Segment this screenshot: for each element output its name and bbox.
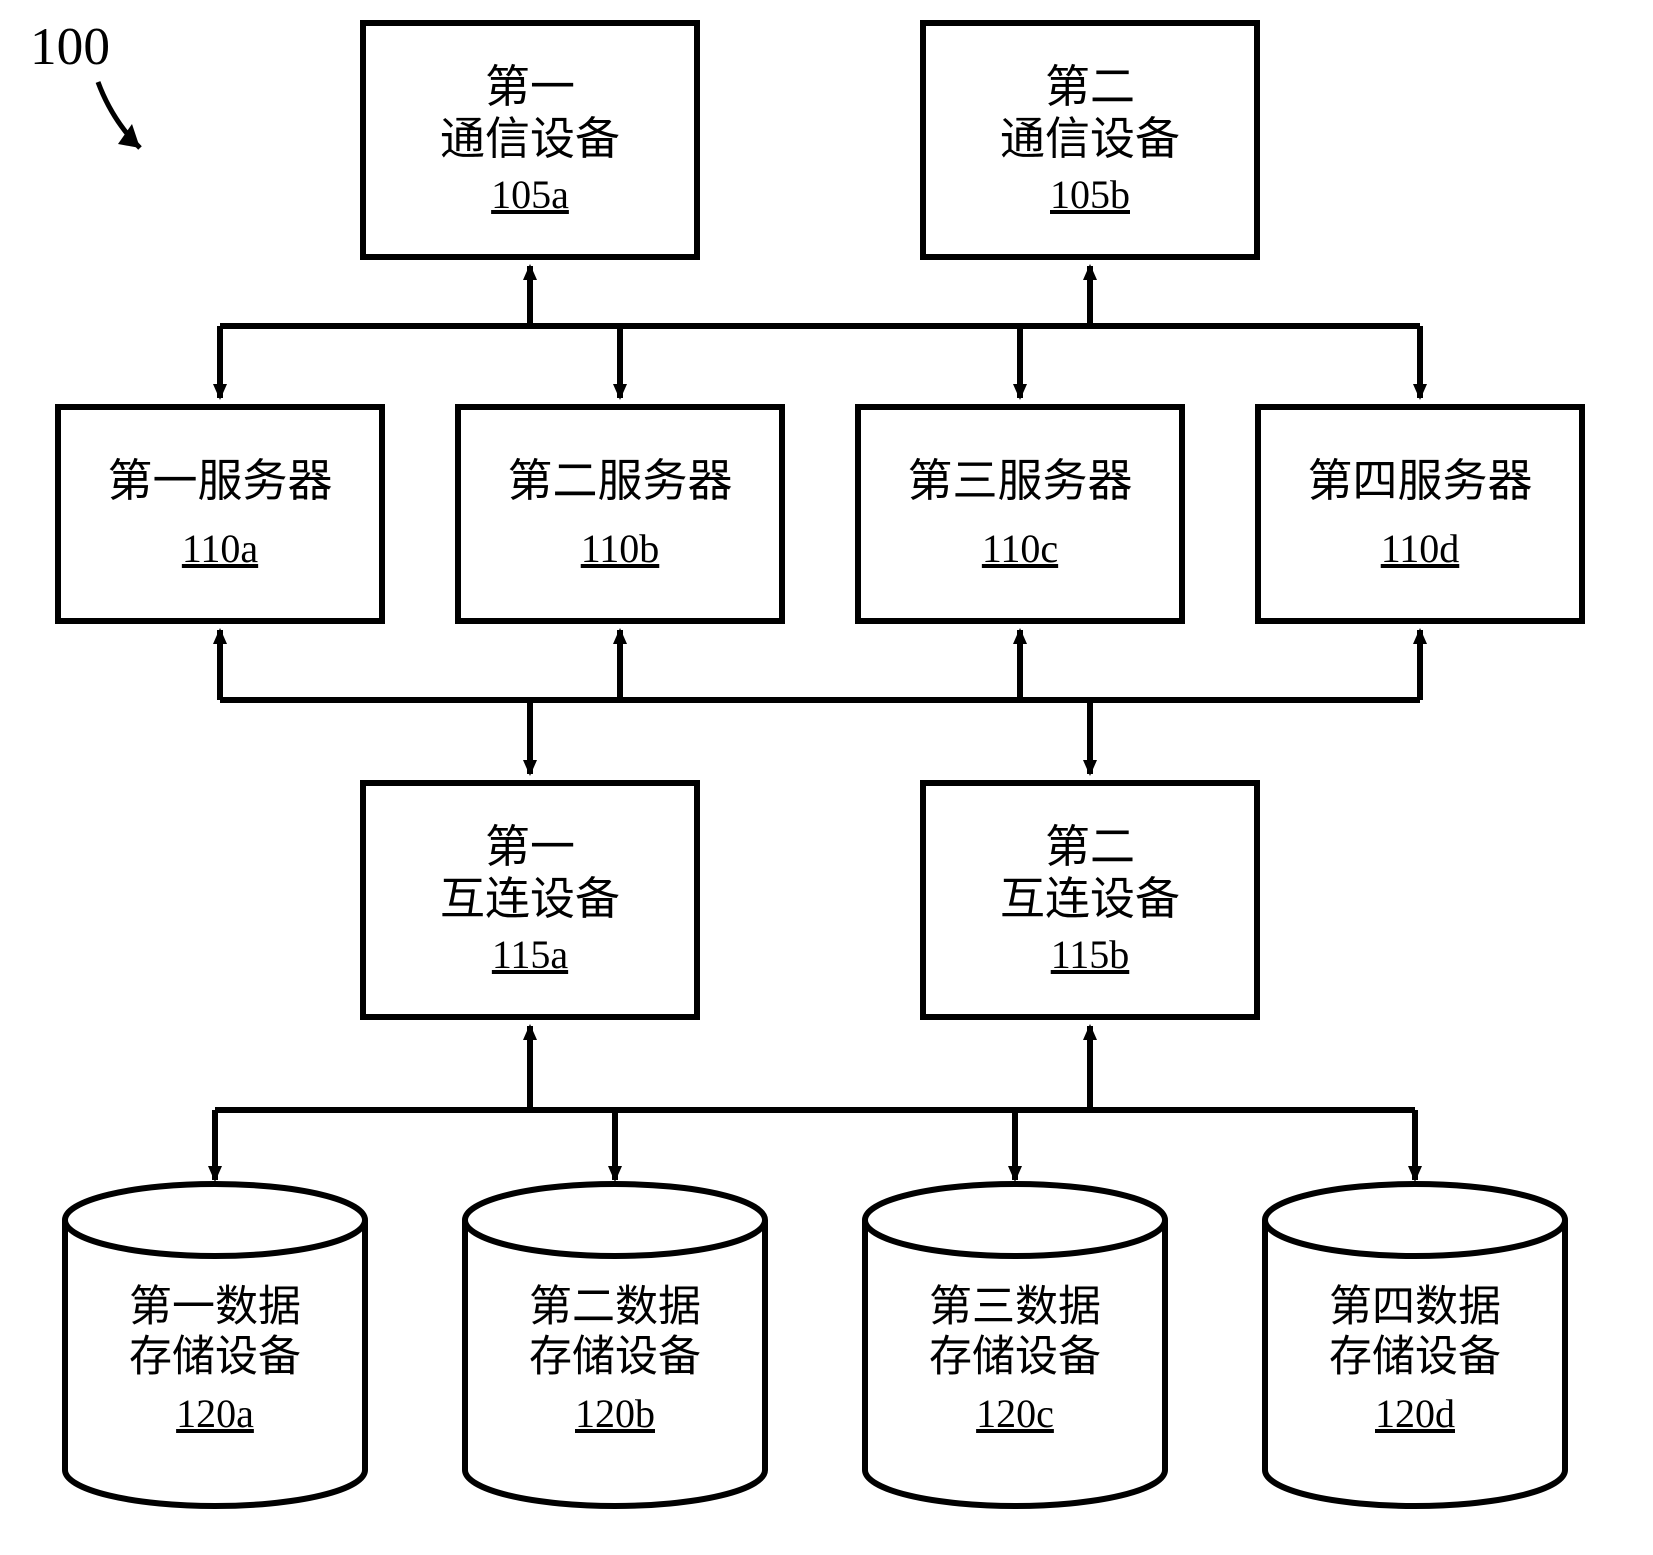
cylinder-storage-3: 第三数据 存储设备 120c xyxy=(860,1180,1170,1510)
box-comm-device-1: 第一 通信设备 105a xyxy=(360,20,700,260)
cyl-id: 120c xyxy=(929,1390,1101,1437)
box-id: 110b xyxy=(581,525,660,572)
cylinder-storage-1: 第一数据 存储设备 120a xyxy=(60,1180,370,1510)
label-line1: 第一 xyxy=(485,822,575,872)
box-id: 115a xyxy=(492,931,568,978)
box-id: 110c xyxy=(982,525,1058,572)
cyl-id: 120a xyxy=(129,1390,301,1437)
box-label: 第一服务器 xyxy=(107,456,332,508)
box-server-3: 第三服务器 110c xyxy=(855,404,1185,624)
box-interconnect-2: 第二 互连设备 115b xyxy=(920,780,1260,1020)
box-label: 第二 通信设备 xyxy=(1000,62,1180,166)
cyl-label: 第四数据 存储设备 xyxy=(1329,1283,1501,1382)
label-line2: 互连设备 xyxy=(440,874,620,924)
box-id: 115b xyxy=(1051,931,1130,978)
figure-label-text: 100 xyxy=(30,16,110,76)
label-line2: 存储设备 xyxy=(929,1334,1101,1381)
label-line2: 存储设备 xyxy=(1329,1334,1501,1381)
label-line1: 第二 xyxy=(1045,822,1135,872)
label-line2: 通信设备 xyxy=(440,114,620,164)
box-comm-device-2: 第二 通信设备 105b xyxy=(920,20,1260,260)
label-line1: 第一数据 xyxy=(129,1284,301,1331)
label-line2: 互连设备 xyxy=(1000,874,1180,924)
cylinder-storage-2: 第二数据 存储设备 120b xyxy=(460,1180,770,1510)
box-label: 第三服务器 xyxy=(907,456,1132,508)
figure-label: 100 xyxy=(30,15,110,77)
label-line2: 通信设备 xyxy=(1000,114,1180,164)
box-label: 第二服务器 xyxy=(507,456,732,508)
cyl-label: 第三数据 存储设备 xyxy=(929,1283,1101,1382)
label-line1: 第二 xyxy=(1045,62,1135,112)
box-id: 105b xyxy=(1050,171,1130,218)
cyl-label: 第一数据 存储设备 xyxy=(129,1283,301,1382)
label-line1: 第二数据 xyxy=(529,1284,701,1331)
box-label: 第一 互连设备 xyxy=(440,822,620,926)
box-server-2: 第二服务器 110b xyxy=(455,404,785,624)
label-line2: 存储设备 xyxy=(129,1334,301,1381)
box-server-4: 第四服务器 110d xyxy=(1255,404,1585,624)
box-id: 110d xyxy=(1381,525,1460,572)
label-line2: 存储设备 xyxy=(529,1334,701,1381)
box-id: 110a xyxy=(182,525,258,572)
cyl-label: 第二数据 存储设备 xyxy=(529,1283,701,1382)
label-line1: 第三数据 xyxy=(929,1284,1101,1331)
box-label: 第四服务器 xyxy=(1307,456,1532,508)
label-line1: 第四数据 xyxy=(1329,1284,1501,1331)
box-label: 第一 通信设备 xyxy=(440,62,620,166)
label-line1: 第一 xyxy=(485,62,575,112)
cylinder-storage-4: 第四数据 存储设备 120d xyxy=(1260,1180,1570,1510)
box-server-1: 第一服务器 110a xyxy=(55,404,385,624)
cyl-id: 120d xyxy=(1329,1390,1501,1437)
box-id: 105a xyxy=(491,171,569,218)
box-label: 第二 互连设备 xyxy=(1000,822,1180,926)
box-interconnect-1: 第一 互连设备 115a xyxy=(360,780,700,1020)
cyl-id: 120b xyxy=(529,1390,701,1437)
